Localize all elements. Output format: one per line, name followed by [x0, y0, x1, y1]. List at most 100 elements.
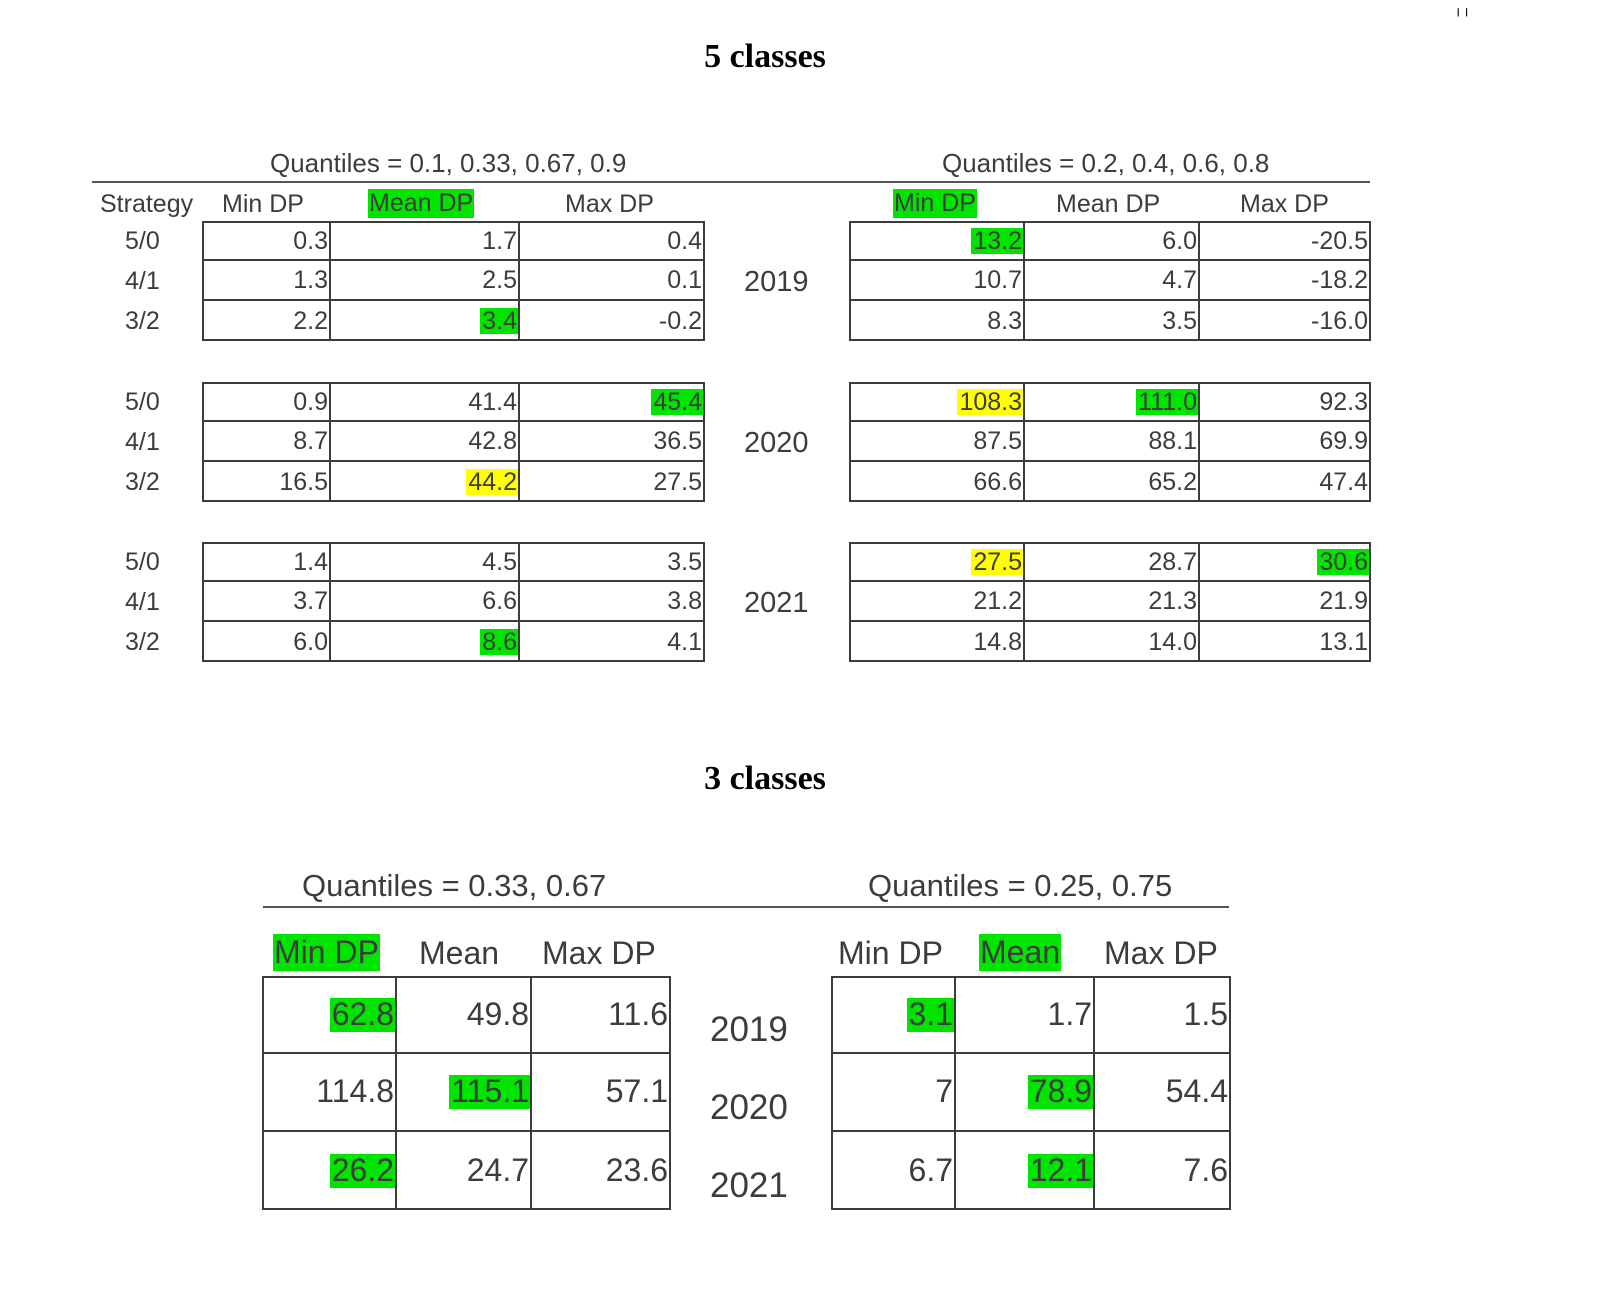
table-cell: 8.6 — [331, 622, 520, 662]
table-row: 8.7 42.8 36.5 — [204, 422, 703, 462]
cell-value: -0.2 — [658, 306, 702, 335]
table-cell: 114.8 — [264, 1054, 397, 1130]
table-row: 7 78.9 54.4 — [833, 1054, 1229, 1132]
table-cell: 8.7 — [204, 422, 331, 460]
cell-value: 11.6 — [608, 996, 668, 1033]
year-label: 2019 — [710, 1010, 788, 1049]
table-cell: 66.6 — [851, 462, 1025, 502]
table-cell: 4.1 — [520, 622, 703, 662]
table-cell: 42.8 — [331, 422, 520, 460]
cell-value: 42.8 — [468, 426, 517, 455]
five-left-header-max: Max DP — [565, 190, 654, 218]
table-cell: -16.0 — [1200, 301, 1369, 341]
table-cell: 10.7 — [851, 261, 1025, 299]
corner-mark: ╷╷ — [1454, 0, 1471, 16]
cell-value: 49.8 — [466, 996, 529, 1033]
table-row: 21.2 21.3 21.9 — [851, 582, 1369, 622]
table-row: 8.3 3.5 -16.0 — [851, 301, 1369, 341]
cell-value: 21.9 — [1319, 586, 1368, 615]
cell-value: 62.8 — [329, 996, 395, 1033]
table-cell: 1.7 — [331, 223, 520, 259]
table-cell: 26.2 — [264, 1132, 397, 1210]
table-cell: 6.6 — [331, 582, 520, 620]
cell-value: 24.7 — [466, 1152, 529, 1189]
strategy-label: 3/2 — [125, 307, 160, 335]
strategy-label: 5/0 — [125, 227, 160, 255]
table-row: 108.3 111.0 92.3 — [851, 384, 1369, 422]
table-cell: 87.5 — [851, 422, 1025, 460]
cell-value: 8.7 — [293, 426, 328, 455]
cell-value: -18.2 — [1311, 265, 1368, 294]
strategy-label: 3/2 — [125, 628, 160, 656]
table-cell: 14.8 — [851, 622, 1025, 662]
five-left-quantiles: Quantiles = 0.1, 0.33, 0.67, 0.9 — [270, 148, 627, 178]
table-row: 114.8 115.1 57.1 — [264, 1054, 669, 1132]
table-cell: 1.4 — [204, 544, 331, 580]
table-cell: 36.5 — [520, 422, 703, 460]
cell-value: 115.1 — [449, 1073, 530, 1110]
table-cell: 108.3 — [851, 384, 1025, 420]
cell-value: 8.3 — [987, 306, 1022, 335]
cell-value: 3.5 — [667, 547, 702, 576]
table-cell: 88.1 — [1025, 422, 1200, 460]
three-left-header-mean: Mean — [419, 935, 500, 971]
table-row: 6.0 8.6 4.1 — [204, 622, 703, 662]
table-cell: 45.4 — [520, 384, 703, 420]
cell-value: 66.6 — [973, 467, 1022, 496]
table-row: 62.8 49.8 11.6 — [264, 978, 669, 1054]
table-cell: 3.4 — [331, 301, 520, 341]
cell-value: 1.5 — [1183, 996, 1228, 1033]
cell-value: 12.1 — [1027, 1152, 1093, 1189]
cell-value: 23.6 — [605, 1152, 668, 1189]
cell-value: 54.4 — [1165, 1073, 1228, 1110]
five-header-rule — [92, 181, 1370, 183]
cell-value: -16.0 — [1311, 306, 1368, 335]
table-cell: 7 — [833, 1054, 956, 1130]
cell-value: 87.5 — [973, 426, 1022, 455]
three-right-table: 3.1 1.7 1.5 7 78.9 54.4 6.7 12.1 7.6 — [831, 976, 1231, 1210]
table-cell: 0.1 — [520, 261, 703, 299]
table-cell: 44.2 — [331, 462, 520, 502]
strategy-label: 4/1 — [125, 588, 160, 616]
table-cell: 78.9 — [956, 1054, 1095, 1130]
three-right-quantiles: Quantiles = 0.25, 0.75 — [868, 868, 1173, 903]
table-cell: 54.4 — [1095, 1054, 1229, 1130]
table-cell: 62.8 — [264, 978, 397, 1052]
table-row: 13.2 6.0 -20.5 — [851, 223, 1369, 261]
three-left-quantiles: Quantiles = 0.33, 0.67 — [302, 868, 607, 903]
year-label: 2021 — [710, 1166, 788, 1205]
cell-value: 4.7 — [1162, 265, 1197, 294]
table-cell: 6.0 — [204, 622, 331, 662]
cell-value: 3.8 — [667, 586, 702, 615]
table-cell: 3.5 — [520, 544, 703, 580]
cell-value: 3.4 — [480, 306, 518, 335]
table-cell: 111.0 — [1025, 384, 1200, 420]
cell-value: 2.5 — [482, 265, 517, 294]
table-row: 16.5 44.2 27.5 — [204, 462, 703, 502]
cell-value: 114.8 — [316, 1073, 394, 1110]
year-label: 2020 — [710, 1088, 788, 1127]
cell-value: 27.5 — [971, 547, 1023, 576]
table-cell: 1.3 — [204, 261, 331, 299]
table-cell: 92.3 — [1200, 384, 1369, 420]
cell-value: 28.7 — [1148, 547, 1197, 576]
table-cell: -18.2 — [1200, 261, 1369, 299]
cell-value: 108.3 — [957, 387, 1023, 416]
five-classes-title: 5 classes — [704, 38, 826, 75]
cell-value: 13.1 — [1319, 627, 1368, 656]
cell-value: 4.5 — [482, 547, 517, 576]
strategy-header: Strategy — [100, 190, 194, 218]
table-cell: 49.8 — [397, 978, 532, 1052]
table-cell: 21.3 — [1025, 582, 1200, 620]
table-cell: -0.2 — [520, 301, 703, 341]
table-cell: 13.2 — [851, 223, 1025, 259]
cell-value: 88.1 — [1148, 426, 1197, 455]
cell-value: 8.6 — [480, 627, 518, 656]
table-cell: 65.2 — [1025, 462, 1200, 502]
cell-value: 57.1 — [605, 1073, 668, 1110]
table-cell: 1.5 — [1095, 978, 1229, 1052]
cell-value: 47.4 — [1319, 467, 1368, 496]
strategy-label: 3/2 — [125, 468, 160, 496]
cell-value: 4.1 — [667, 627, 702, 656]
table-cell: 3.8 — [520, 582, 703, 620]
